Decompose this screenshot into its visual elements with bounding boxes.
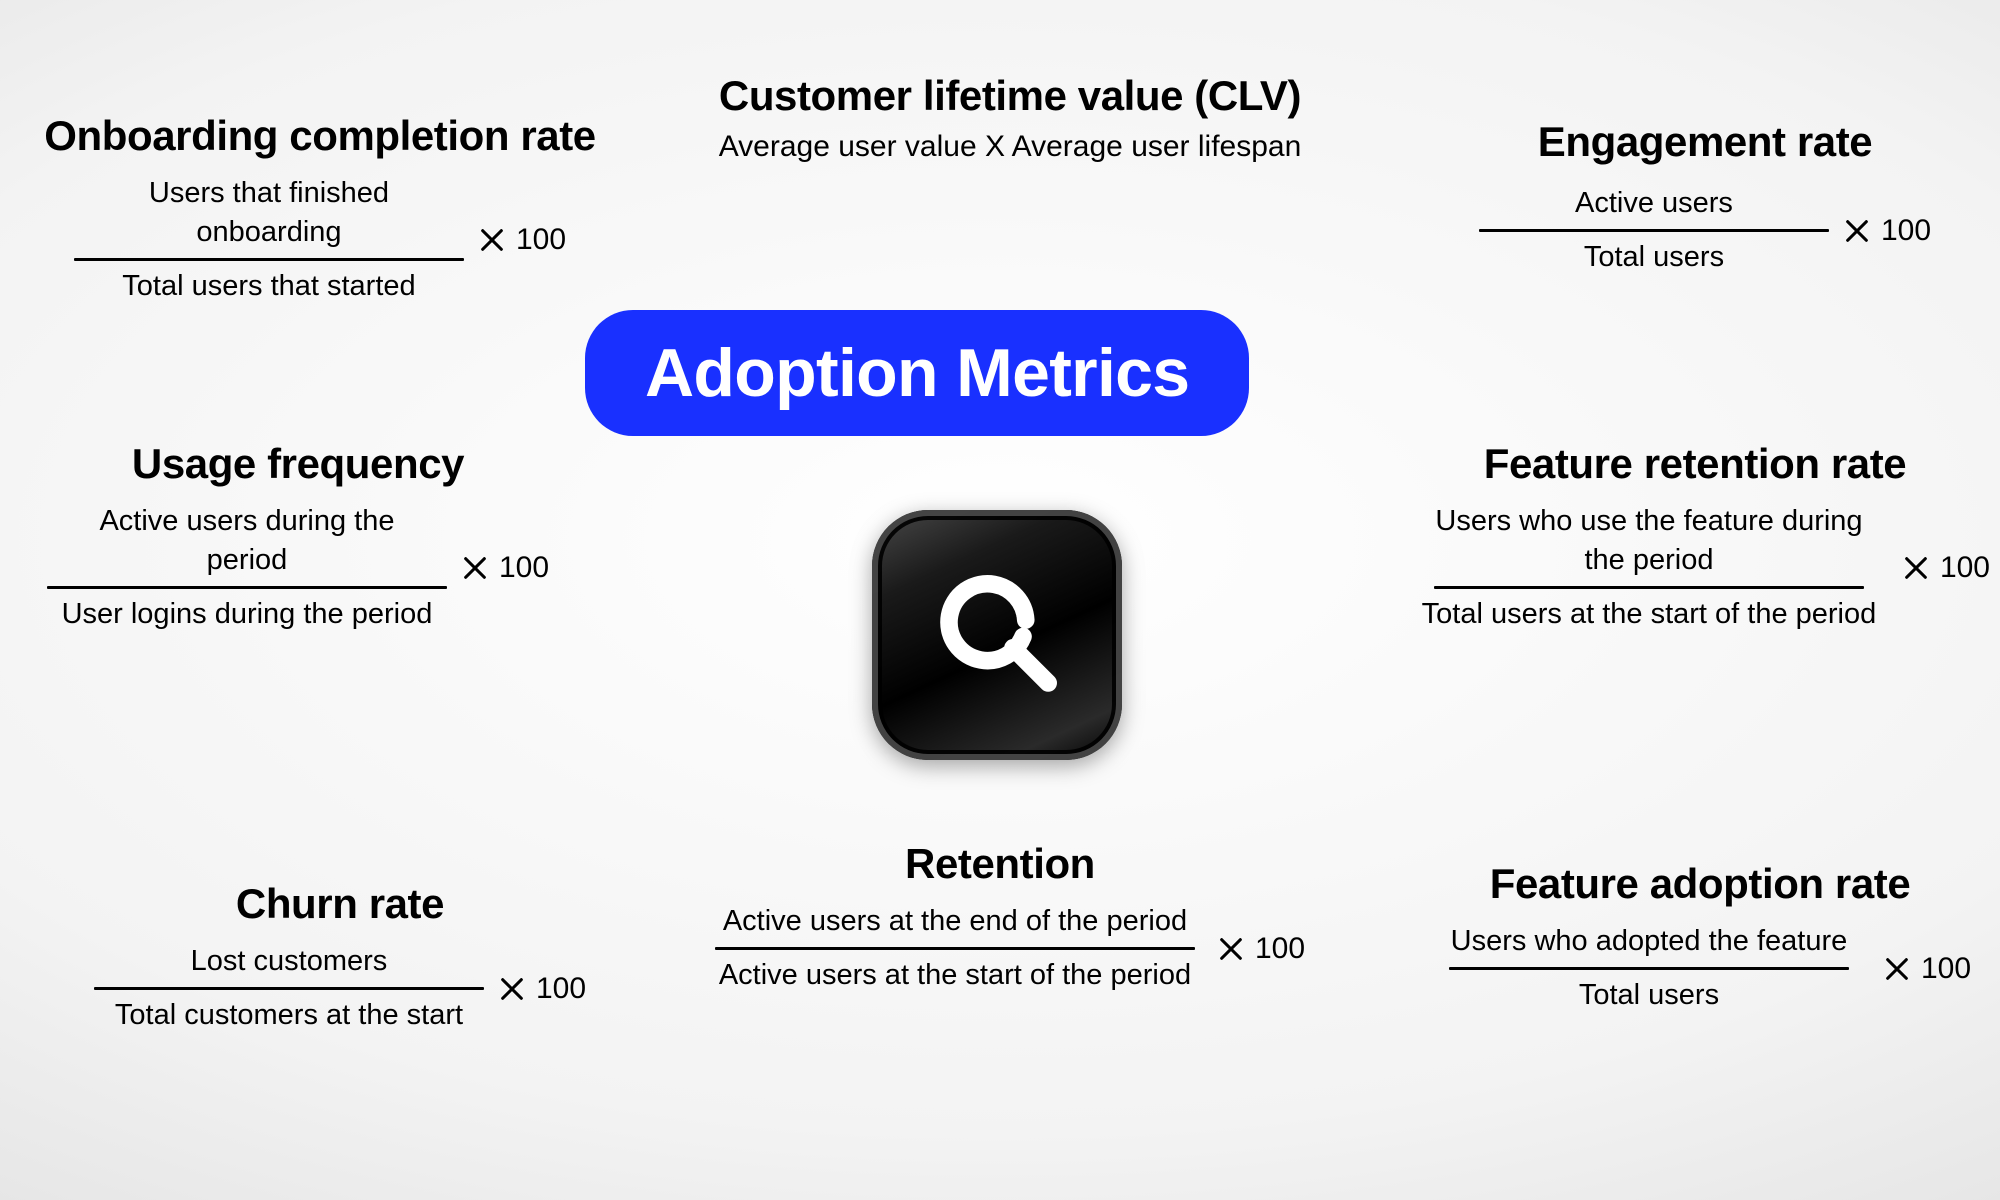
fraction-line <box>1449 967 1849 970</box>
multiplier-value: 100 <box>499 553 549 583</box>
multiply-icon <box>498 975 526 1003</box>
multiplier-value: 100 <box>1881 216 1931 246</box>
denominator: Active users at the start of the period <box>713 956 1197 995</box>
fraction-line <box>715 947 1195 950</box>
metric-title: Retention <box>680 840 1320 888</box>
numerator: Users who use the feature during the per… <box>1414 502 1884 580</box>
metric-title: Customer lifetime value (CLV) <box>640 72 1380 120</box>
banner-text: Adoption Metrics <box>645 335 1189 411</box>
metric-title: Feature adoption rate <box>1410 860 1990 908</box>
infographic-canvas: Adoption Metrics Onboarding completion r… <box>0 0 2000 1200</box>
multiplier-value: 100 <box>1940 553 1990 583</box>
denominator: Total users at the start of the period <box>1416 595 1883 634</box>
fraction-line <box>1479 229 1829 232</box>
metric-usage: Usage frequency Active users during the … <box>28 440 568 634</box>
metric-title: Churn rate <box>70 880 610 928</box>
multiply-icon <box>478 226 506 254</box>
main-banner: Adoption Metrics <box>585 310 1249 436</box>
multiplier-value: 100 <box>1921 954 1971 984</box>
denominator: Total users that started <box>116 267 421 306</box>
multiply-icon <box>1217 935 1245 963</box>
metric-title: Engagement rate <box>1440 118 1970 166</box>
numerator: Active users during the period <box>82 502 412 580</box>
multiplier-value: 100 <box>516 225 566 255</box>
metric-title: Onboarding completion rate <box>30 112 610 160</box>
multiply-icon <box>1902 554 1930 582</box>
multiplier-value: 100 <box>1255 934 1305 964</box>
app-icon-tile <box>872 510 1122 760</box>
numerator: Lost customers <box>185 942 394 981</box>
metric-clv: Customer lifetime value (CLV) Average us… <box>640 72 1380 164</box>
magnifier-icon <box>917 555 1077 715</box>
metric-engagement: Engagement rate Active users Total users… <box>1440 118 1970 277</box>
metric-subtitle: Average user value X Average user lifesp… <box>640 130 1380 164</box>
metric-retention: Retention Active users at the end of the… <box>680 840 1320 995</box>
multiply-icon <box>1883 955 1911 983</box>
denominator: Total customers at the start <box>109 996 469 1035</box>
fraction-line <box>47 586 447 589</box>
metric-feature-adoption: Feature adoption rate Users who adopted … <box>1410 860 1990 1015</box>
fraction-line <box>74 258 464 261</box>
numerator: Users who adopted the feature <box>1445 922 1854 961</box>
metric-feature-retention: Feature retention rate Users who use the… <box>1400 440 1990 634</box>
metric-churn: Churn rate Lost customers Total customer… <box>70 880 610 1035</box>
multiplier-value: 100 <box>536 974 586 1004</box>
metric-title: Feature retention rate <box>1400 440 1990 488</box>
denominator: Total users <box>1573 976 1725 1015</box>
denominator: Total users <box>1578 238 1730 277</box>
metric-title: Usage frequency <box>28 440 568 488</box>
fraction-line <box>94 987 484 990</box>
multiply-icon <box>461 554 489 582</box>
multiply-icon <box>1843 217 1871 245</box>
fraction-line <box>1434 586 1864 589</box>
denominator: User logins during the period <box>56 595 439 634</box>
numerator: Active users <box>1569 184 1739 223</box>
metric-onboarding: Onboarding completion rate Users that fi… <box>30 112 610 306</box>
numerator: Users that finished onboarding <box>74 174 464 252</box>
numerator: Active users at the end of the period <box>717 902 1193 941</box>
